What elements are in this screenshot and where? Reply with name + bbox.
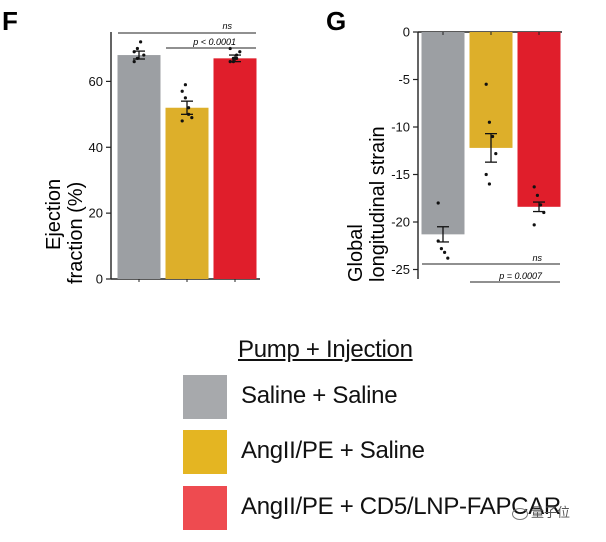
legend-label: Saline + Saline (241, 382, 398, 409)
data-point (238, 50, 242, 54)
bar (165, 107, 209, 279)
data-point (443, 250, 447, 254)
legend-label: AngII/PE + CD5/LNP-FAPCAR (241, 493, 561, 520)
y-axis-label-line1: Ejection (43, 179, 65, 250)
panel-letter-f: F (2, 6, 18, 36)
bar (517, 32, 561, 207)
y-tick-label: 0 (96, 272, 103, 287)
panel-letter-g: G (326, 6, 346, 36)
data-point (183, 83, 187, 87)
data-point (180, 89, 184, 93)
data-point (487, 120, 491, 124)
legend-label: AngII/PE + Saline (241, 437, 425, 464)
watermark: 量子位 (512, 502, 570, 521)
data-point (494, 152, 498, 156)
data-point (532, 185, 536, 189)
data-point (183, 96, 187, 100)
y-tick-label: 40 (89, 140, 103, 155)
sig-label-ns: ns (222, 21, 232, 31)
watermark-text: 量子位 (531, 505, 571, 520)
sig-label-p: p < 0.0001 (192, 37, 236, 47)
y-tick-label: -5 (398, 72, 410, 87)
data-point (532, 223, 536, 227)
data-point (491, 134, 495, 139)
bar (469, 32, 513, 148)
data-point (235, 56, 239, 60)
y-axis-label-line2: longitudinal strain (367, 126, 389, 282)
data-point (446, 256, 450, 260)
wechat-icon (512, 507, 528, 520)
legend-swatch (183, 430, 227, 474)
data-point (484, 82, 488, 86)
y-tick-label: 0 (403, 25, 410, 40)
data-point (142, 53, 146, 57)
data-point (190, 116, 194, 120)
legend-swatch (183, 375, 227, 419)
data-point (535, 193, 539, 197)
data-point (439, 247, 443, 251)
bar (213, 58, 257, 280)
data-point (135, 46, 139, 51)
legend-title: Pump + Injection (238, 336, 413, 363)
data-point (180, 119, 184, 123)
y-tick-label: -15 (391, 167, 410, 182)
y-tick-label: 20 (89, 206, 103, 221)
data-point (487, 182, 491, 186)
data-point (539, 203, 543, 207)
data-point (436, 201, 440, 205)
y-tick-label: -10 (391, 120, 410, 135)
sig-label-ns: ns (532, 253, 542, 263)
y-tick-label: -25 (391, 262, 410, 277)
y-tick-label: 60 (89, 74, 103, 89)
data-point (139, 40, 143, 44)
data-point (132, 60, 136, 64)
ejection-fraction-chart: F 0 20 40 60 Ejection fraction (%) ns p < 0… (2, 6, 260, 287)
sig-label-p: p = 0.0007 (498, 271, 543, 281)
bar (117, 55, 161, 280)
data-point (187, 106, 191, 110)
y-axis-label-line1: Global (345, 224, 367, 282)
bar (421, 32, 465, 235)
global-longitudinal-strain-chart: G 0 -5 -10 -15 -20 -25 Global longitudinal st… (326, 6, 562, 283)
y-tick-label: -20 (391, 215, 410, 230)
data-point (231, 56, 235, 60)
y-axis-label-line2: fraction (%) (65, 182, 87, 284)
data-point (484, 172, 488, 177)
legend-swatch (183, 486, 227, 530)
